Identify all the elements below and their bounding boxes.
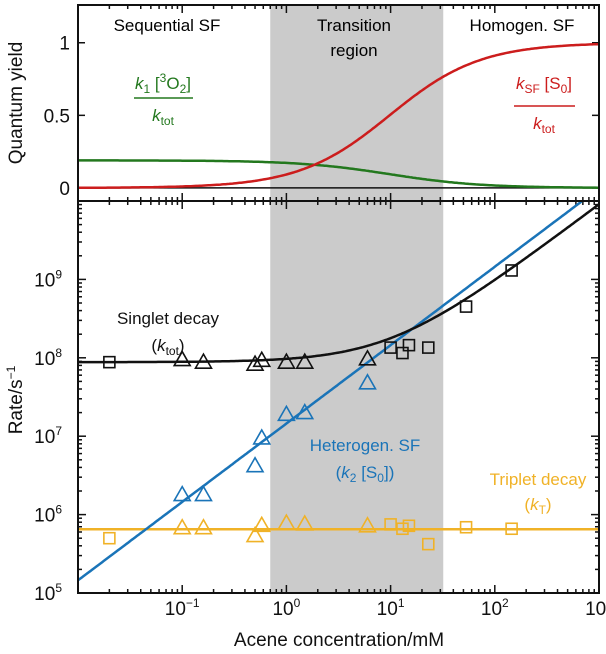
triangle-marker: [172, 484, 192, 502]
heterogen-sf-fit-line: [77, 200, 583, 582]
triangle-marker: [358, 349, 377, 366]
red-yield-curve: [78, 42, 599, 190]
region-label-transition-1: Transition: [317, 16, 391, 35]
triangle-marker: [252, 428, 272, 445]
svg-text:(ktot): (ktot): [151, 336, 184, 358]
triangle-marker: [358, 373, 377, 390]
square-marker: [384, 341, 397, 354]
region-label-transition-2: region: [330, 41, 377, 60]
triangle-marker: [172, 518, 192, 535]
heterogen-sf-label: Heterogen. SF (k2 [S0]): [310, 436, 421, 485]
triangle-marker: [194, 518, 213, 535]
triangle-marker: [277, 513, 296, 530]
x-tick-label: 10−1: [165, 596, 200, 620]
triangle-marker: [245, 456, 265, 473]
singlet-decay-fit-curve: [78, 203, 600, 364]
svg-text:ktot: ktot: [152, 106, 175, 128]
square-marker: [505, 264, 518, 277]
x-tick-label: 103: [585, 596, 606, 620]
square-marker: [402, 519, 416, 533]
top-y-tick-label: 0: [59, 179, 70, 200]
triangle-marker: [295, 402, 315, 420]
triangle-marker: [194, 352, 213, 369]
bottom-y-tick-label: 106: [34, 503, 62, 527]
transition-region-band: [270, 5, 444, 593]
svg-text:k1 [3O2]: k1 [3O2]: [135, 71, 191, 96]
green-yield-curve: [78, 159, 599, 189]
red-series-label: kSF [S0] ktot: [514, 74, 575, 136]
svg-text:Heterogen. SF: Heterogen. SF: [310, 436, 421, 455]
triangle-marker: [358, 516, 377, 533]
triangle-marker: [295, 514, 315, 531]
square-marker: [103, 531, 116, 545]
triangle-marker: [277, 404, 296, 422]
square-marker: [421, 341, 435, 354]
square-marker: [103, 355, 116, 369]
square-marker: [402, 338, 416, 352]
bottom-y-tick-label: 109: [34, 267, 62, 291]
triangle-marker: [194, 484, 213, 502]
svg-text:(k2 [S0]): (k2 [S0]): [336, 463, 395, 485]
region-label-homogen: Homogen. SF: [470, 16, 575, 35]
region-label-sequential: Sequential SF: [114, 16, 221, 35]
svg-text:Triplet decay: Triplet decay: [490, 470, 587, 489]
triplet-decay-label: Triplet decay (kT): [490, 470, 587, 517]
bottom-y-tick-label: 105: [34, 581, 62, 605]
bottom-y-tick-label: 108: [34, 346, 62, 370]
svg-text:kSF [S0]: kSF [S0]: [516, 74, 572, 96]
triangle-marker: [252, 515, 272, 533]
green-series-label: k1 [3O2] ktot: [134, 71, 193, 128]
triangle-marker: [252, 350, 272, 368]
bottom-panel-frame: [77, 200, 600, 594]
square-marker: [384, 518, 397, 531]
square-marker: [459, 520, 473, 534]
square-marker: [396, 346, 409, 360]
bottom-y-tick-label: 107: [34, 424, 62, 448]
singlet-decay-label: Singlet decay (ktot): [117, 309, 220, 358]
svg-text:(kT): (kT): [524, 495, 551, 517]
square-marker: [421, 537, 435, 551]
x-tick-label: 100: [272, 596, 300, 620]
square-marker: [505, 522, 518, 536]
triangle-marker: [245, 354, 265, 371]
top-y-axis-label: Quantum yield: [6, 42, 27, 165]
top-y-tick-label: 1: [59, 34, 70, 55]
x-axis-label: Acene concentration/mM: [234, 630, 444, 651]
triangle-marker: [277, 352, 296, 369]
triangle-marker: [295, 352, 315, 369]
top-y-tick-label: 0.5: [44, 106, 70, 127]
square-marker: [396, 522, 409, 536]
bottom-y-axis-label: Rate/s−1: [4, 365, 27, 434]
triangle-marker: [245, 525, 265, 543]
svg-text:Singlet decay: Singlet decay: [117, 309, 220, 328]
x-tick-label: 102: [481, 596, 509, 620]
square-marker: [459, 300, 473, 313]
svg-text:ktot: ktot: [533, 114, 556, 136]
triangle-marker: [172, 349, 192, 367]
x-tick-label: 101: [377, 596, 405, 620]
